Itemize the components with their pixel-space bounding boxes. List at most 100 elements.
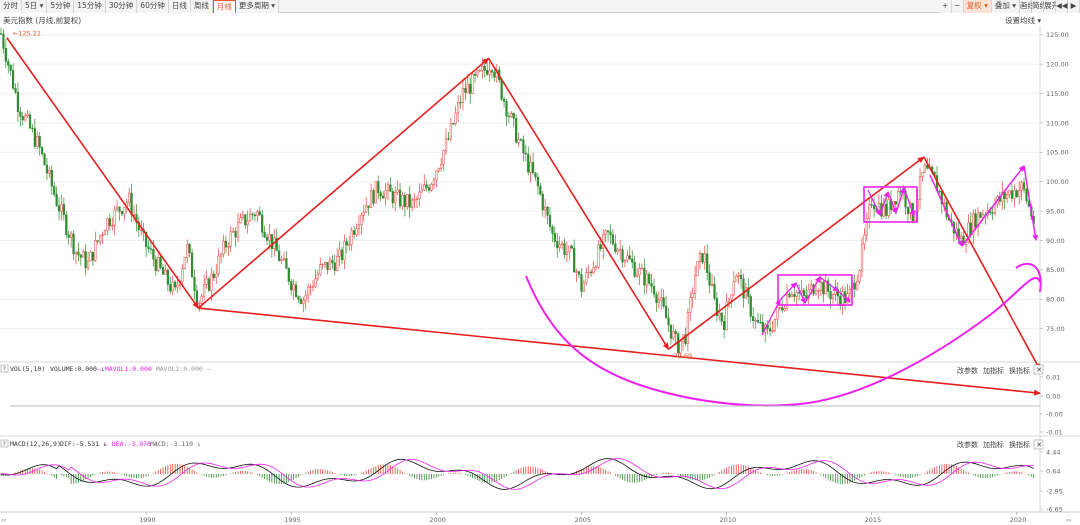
macd-panel-button-0[interactable]: 改参数 <box>957 440 978 449</box>
draw-line-button[interactable]: 画线 <box>1020 0 1035 13</box>
candle-body <box>1022 182 1026 190</box>
candle-body <box>585 272 588 284</box>
candle-body <box>251 213 254 216</box>
candle-body <box>706 253 709 273</box>
candle-body <box>314 278 317 287</box>
candle-body <box>181 268 184 282</box>
adjust-button[interactable]: 复权 ▾ <box>963 0 992 13</box>
macd-name: MACD(12,26,9) <box>10 440 61 448</box>
candle-body <box>340 249 344 261</box>
candle-body <box>43 153 46 166</box>
candle-body <box>754 320 757 322</box>
candle-body <box>316 273 319 280</box>
candle-body <box>469 84 472 94</box>
candle-body <box>713 283 716 299</box>
period-toolbar: 分时 5日 ▾ 5分钟 15分钟 30分钟 60分钟 日线 周线 月线 更多周期 ▾ + − 复权 ▾… <box>0 0 1080 13</box>
period-tab-9[interactable]: 更多周期 ▾ <box>235 0 279 13</box>
candle-body <box>708 272 711 286</box>
candle-body <box>577 271 581 275</box>
vol-panel-button-0[interactable]: 改参数 <box>957 366 978 375</box>
candle-body <box>551 226 554 234</box>
macd-axis: 4.44 0.64 -2.95 -6.65 <box>1040 448 1063 513</box>
period-tab-2[interactable]: 5分钟 <box>47 0 75 13</box>
simple-mode-button[interactable]: 简约 <box>1032 0 1047 13</box>
candle-body <box>45 164 49 174</box>
candle-body <box>24 115 27 121</box>
period-tab-6[interactable]: 日线 <box>168 0 191 13</box>
candle-body <box>145 231 148 247</box>
macd-dif-value: DIF:-5.531 ↓ <box>60 440 107 448</box>
candle-body <box>512 113 515 119</box>
candle-body <box>115 206 119 210</box>
macd-indicator-icon-glyph: ? <box>2 440 6 448</box>
candle-body <box>524 152 527 155</box>
period-tab-5[interactable]: 60分钟 <box>137 0 169 13</box>
candle-body <box>278 250 281 261</box>
candle-body <box>77 251 80 256</box>
candle-body <box>580 274 583 292</box>
macd-panel-button-2[interactable]: 换指标 <box>1009 440 1030 449</box>
candle-body <box>739 274 743 279</box>
candle-body <box>756 320 760 323</box>
zoom-out-button[interactable]: − <box>951 0 964 13</box>
macd-panel-button-1[interactable]: 加指标 <box>983 440 1004 449</box>
candle-body <box>691 293 694 298</box>
macd-lines <box>0 458 1034 490</box>
candle-body <box>590 271 593 274</box>
scroll-left-button[interactable]: ◀◀ <box>1056 0 1068 13</box>
candle-body <box>57 205 61 212</box>
candle-body <box>16 91 20 113</box>
period-tab-8[interactable]: 月线 <box>212 0 236 13</box>
candle-body <box>413 199 416 201</box>
candle-body <box>147 246 150 249</box>
candle-body <box>294 284 298 297</box>
candle-body <box>648 273 651 284</box>
zoom-in-button[interactable]: + <box>939 0 952 13</box>
period-tab-0[interactable]: 分时 <box>0 0 22 13</box>
period-tab-7[interactable]: 周线 <box>190 0 213 13</box>
price-tick-label: 120.00 <box>1046 60 1069 68</box>
candle-body <box>638 268 641 276</box>
candle-body <box>885 203 888 216</box>
candle-body <box>48 169 51 174</box>
candle-body <box>70 233 73 238</box>
candle-body <box>152 248 155 260</box>
candle-body <box>621 249 624 263</box>
candle-body <box>694 275 697 294</box>
moving-average-settings[interactable]: 设置均线 ▾ <box>1005 16 1042 25</box>
candle-body <box>981 214 985 218</box>
candle-body <box>227 246 230 248</box>
candle-body <box>447 138 450 140</box>
candle-body <box>236 222 240 238</box>
price-tick-label: 95.00 <box>1046 207 1065 215</box>
period-tab-1[interactable]: 5日 ▾ <box>22 0 48 13</box>
overlay-button[interactable]: 叠加 ▾ <box>991 0 1020 13</box>
candle-body <box>14 88 17 93</box>
trend-line-arrow <box>487 57 670 351</box>
zigzag-arrow <box>795 282 806 304</box>
candle-body <box>382 195 385 199</box>
time-tick-label: 2015 <box>865 516 882 524</box>
vol-panel-button-1[interactable]: 加指标 <box>983 366 1004 375</box>
vol-panel-buttons: 改参数 加指标 换指标 <box>957 366 1030 375</box>
expand-button[interactable]: 展开 <box>1044 0 1059 13</box>
candle-body <box>159 257 162 268</box>
candle-body <box>568 245 571 253</box>
candle-body <box>374 181 377 204</box>
period-tab-3[interactable]: 15分钟 <box>74 0 106 13</box>
candle-body <box>106 218 109 232</box>
candle-body <box>154 258 157 271</box>
zigzag-arrow <box>867 189 881 216</box>
period-tab-4[interactable]: 30分钟 <box>105 0 138 13</box>
candle-body <box>195 290 199 305</box>
candle-body <box>906 206 910 215</box>
vol-panel-button-2[interactable]: 换指标 <box>1009 366 1030 375</box>
candle-body <box>814 290 818 295</box>
candle-body <box>203 284 206 297</box>
candle-body <box>249 213 252 222</box>
candle-body <box>536 176 540 187</box>
candle-body <box>868 204 871 219</box>
candle-body <box>79 254 82 258</box>
chart-tools: + − 复权 ▾ 叠加 ▾ 画线 简约 展开 ◀◀ ▶ <box>939 0 1080 13</box>
